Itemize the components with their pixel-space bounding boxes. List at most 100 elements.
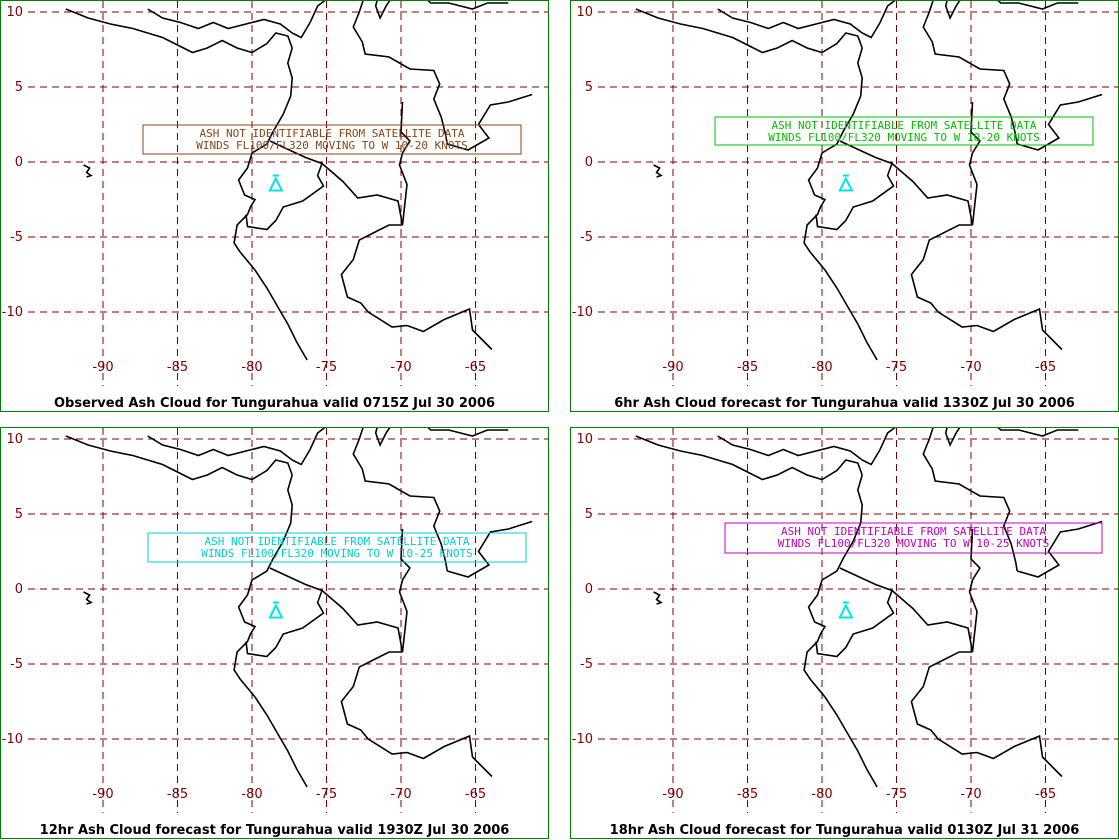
map-panel-12hr: 10 5 0 -5 -10 -90 -85 -80 -75 -70 -65 ASH NOT IDENT… xyxy=(0,427,549,839)
panel-caption: 18hr Ash Cloud forecast for Tungurahua v… xyxy=(609,823,1080,838)
coastline xyxy=(861,428,1079,466)
volcano-triangle-icon xyxy=(838,601,854,619)
coastline xyxy=(861,1,1079,39)
coastline xyxy=(147,435,293,461)
lat-tick-label: 10 xyxy=(6,5,23,20)
lon-tick-label: -65 xyxy=(465,787,486,802)
advisory-box xyxy=(142,124,522,155)
lon-tick-label: -80 xyxy=(811,787,832,802)
coastline xyxy=(321,162,404,226)
advisory-box xyxy=(724,522,1103,554)
lat-tick-label: -10 xyxy=(2,732,23,747)
lat-tick-label: 5 xyxy=(15,80,23,95)
lat-tick-label: 5 xyxy=(15,507,23,522)
lat-tick-label: 0 xyxy=(585,582,593,597)
coastline xyxy=(635,435,863,481)
coastline xyxy=(398,528,411,653)
lon-tick-label: -90 xyxy=(662,360,683,375)
coastline xyxy=(976,307,1063,351)
lon-tick-label: -75 xyxy=(316,360,337,375)
coastline xyxy=(976,734,1063,778)
lat-tick-label: 10 xyxy=(576,5,593,20)
lat-tick-label: 5 xyxy=(585,80,593,95)
coastline xyxy=(233,474,308,788)
coastline xyxy=(635,8,863,54)
advisory-line-1: ASH NOT IDENTIFIABLE FROM SATELLITE DATA xyxy=(781,525,1046,538)
lon-tick-label: -65 xyxy=(1035,360,1056,375)
lat-tick-label: 0 xyxy=(585,155,593,170)
coastline xyxy=(815,567,895,658)
coastline xyxy=(65,8,293,54)
lon-tick-label: -90 xyxy=(662,787,683,802)
map-svg: 10 5 0 -5 -10 -90 -85 -80 -75 -70 -65 ASH NOT IDENT… xyxy=(2,428,549,813)
lat-tick-label: -5 xyxy=(580,657,593,672)
advisory-line-1: ASH NOT IDENTIFIABLE FROM SATELLITE DATA xyxy=(205,535,470,548)
map-svg: 10 5 0 -5 -10 -90 -85 -80 -75 -70 -65 ASH NOT IDENT… xyxy=(572,428,1119,813)
lat-tick-label: 0 xyxy=(15,155,23,170)
lon-tick-label: -75 xyxy=(886,360,907,375)
lon-tick-label: -90 xyxy=(92,787,113,802)
map-svg: 10 5 0 -5 -10 -90 -85 -80 -75 -70 -65 ASH NOT IDENT… xyxy=(2,1,549,386)
lat-tick-label: -10 xyxy=(2,305,23,320)
lon-tick-label: -90 xyxy=(92,360,113,375)
lat-tick-label: 10 xyxy=(6,432,23,447)
coastline xyxy=(352,1,448,145)
lon-tick-label: -65 xyxy=(1035,787,1056,802)
coastline xyxy=(352,428,448,572)
coastline xyxy=(340,651,408,755)
map-panel-observed: 10 5 0 -5 -10 -90 -85 -80 -75 -70 -65 ASH NOT IDENT… xyxy=(0,0,549,412)
coastline xyxy=(321,589,404,653)
lat-tick-label: 5 xyxy=(585,507,593,522)
coastline xyxy=(653,591,663,605)
coastline xyxy=(891,162,974,226)
lat-tick-label: -5 xyxy=(10,230,23,245)
lon-tick-label: -65 xyxy=(465,360,486,375)
map-panel-6hr: 10 5 0 -5 -10 -90 -85 -80 -75 -70 -65 ASH NOT IDENT… xyxy=(570,0,1119,412)
lon-tick-label: -75 xyxy=(886,787,907,802)
coastline xyxy=(1016,93,1103,151)
lon-tick-label: -70 xyxy=(390,360,411,375)
lat-tick-label: 0 xyxy=(15,582,23,597)
coastline xyxy=(446,520,533,578)
coastline xyxy=(233,47,308,361)
coastline xyxy=(1016,520,1103,578)
coastline xyxy=(245,140,325,231)
lon-tick-label: -75 xyxy=(316,787,337,802)
coastline xyxy=(147,8,293,34)
advisory-line-2: WINDS FL100/FL320 MOVING TO W 10-20 KNOT… xyxy=(196,139,468,152)
coastline xyxy=(910,224,978,328)
advisory-line-2: WINDS FL100/FL320 MOVING TO W 10-20 KNOT… xyxy=(768,131,1040,144)
coastline xyxy=(291,428,509,466)
lon-tick-label: -80 xyxy=(811,360,832,375)
coastline xyxy=(245,567,325,658)
coastline xyxy=(65,435,293,481)
coastline xyxy=(398,101,411,226)
coastline xyxy=(910,651,978,755)
lon-tick-label: -85 xyxy=(167,360,188,375)
lat-tick-label: -10 xyxy=(572,305,593,320)
lon-tick-label: -85 xyxy=(737,360,758,375)
lat-tick-label: 10 xyxy=(576,432,593,447)
coastline xyxy=(803,474,878,788)
map-panel-18hr: 10 5 0 -5 -10 -90 -85 -80 -75 -70 -65 ASH NOT IDENT… xyxy=(570,427,1119,839)
lon-tick-label: -80 xyxy=(241,360,262,375)
coastline xyxy=(803,47,878,361)
lat-tick-label: -10 xyxy=(572,732,593,747)
coastline xyxy=(83,164,93,178)
advisory-box xyxy=(147,532,527,563)
coastline xyxy=(968,101,981,226)
lon-tick-label: -85 xyxy=(167,787,188,802)
volcano-triangle-icon xyxy=(838,174,854,192)
lat-tick-label: -5 xyxy=(580,230,593,245)
coastline xyxy=(340,224,408,328)
map-svg: 10 5 0 -5 -10 -90 -85 -80 -75 -70 -65 ASH NOT IDENT… xyxy=(572,1,1119,386)
coastline xyxy=(815,140,895,231)
coastline xyxy=(891,589,974,653)
panel-caption: Observed Ash Cloud for Tungurahua valid … xyxy=(53,396,496,411)
lon-tick-label: -80 xyxy=(241,787,262,802)
coastline xyxy=(653,164,663,178)
advisory-line-1: ASH NOT IDENTIFIABLE FROM SATELLITE DATA xyxy=(772,119,1037,132)
lon-tick-label: -70 xyxy=(390,787,411,802)
panel-caption: 12hr Ash Cloud forecast for Tungurahua v… xyxy=(39,823,510,838)
lon-tick-label: -85 xyxy=(737,787,758,802)
